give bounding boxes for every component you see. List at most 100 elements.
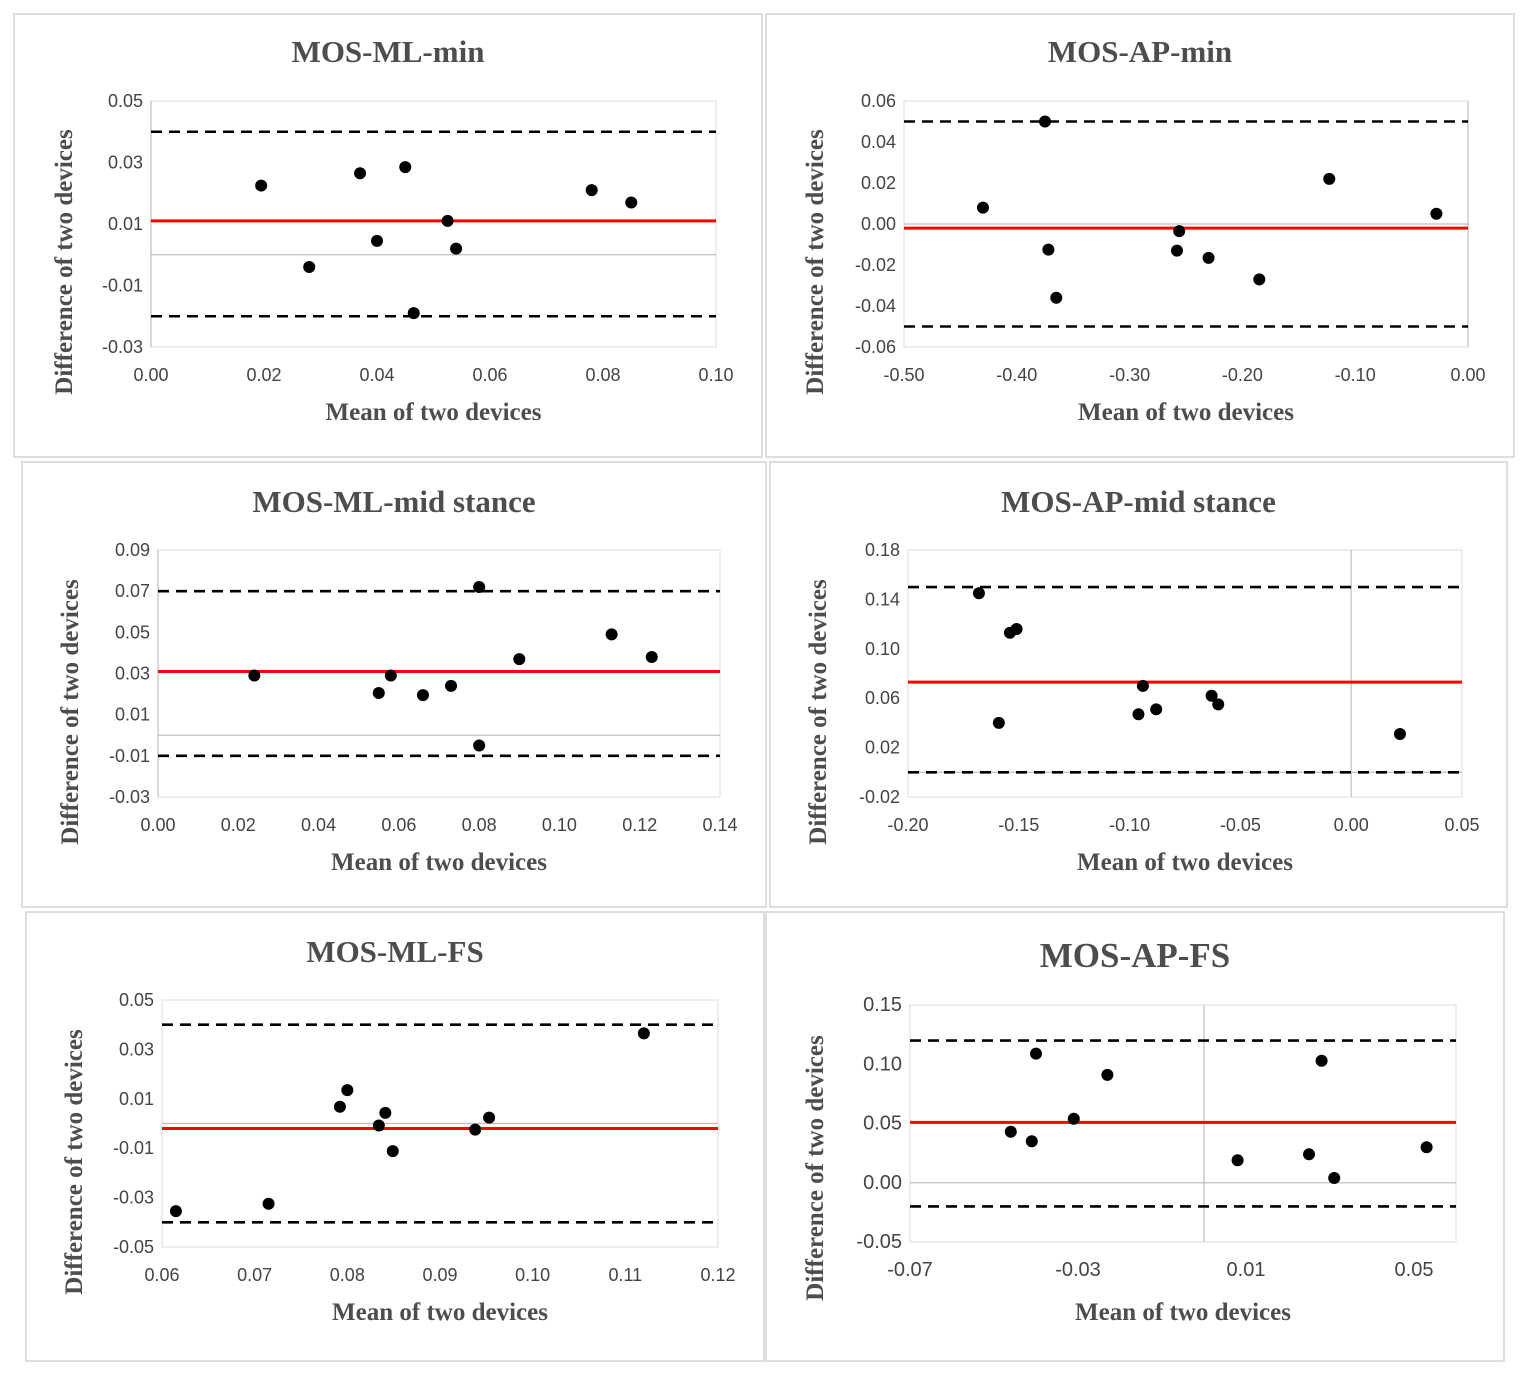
x-tick-label: -0.15 [998, 815, 1039, 835]
x-axis-title: Mean of two devices [1077, 849, 1293, 876]
x-tick-label: -0.40 [996, 365, 1037, 385]
x-tick-label: 0.06 [472, 365, 507, 385]
plot-area [150, 100, 717, 348]
data-point [371, 234, 383, 247]
y-tick-label: -0.04 [855, 296, 896, 316]
y-tick-label: 0.15 [863, 994, 902, 1016]
x-tick-label: -0.10 [1109, 815, 1150, 835]
data-point [1170, 244, 1183, 257]
data-point [1173, 225, 1186, 238]
data-point [972, 587, 985, 600]
y-tick-label: 0.03 [119, 1039, 154, 1059]
panel-border [25, 911, 765, 1362]
data-point [386, 1145, 399, 1158]
y-axis-title: Difference of two devices [802, 1035, 829, 1301]
chart-panel-1: MOS-ML-min 0.05 0.03 0.01 -0.01 -0.03 0.00 0.02… [13, 13, 763, 458]
y-tick-label: -0.02 [855, 255, 896, 275]
chart-title: MOS-AP-mid stance [1001, 484, 1276, 519]
data-point [645, 651, 658, 664]
panel-border [769, 461, 1508, 908]
y-tick-label: 0.05 [119, 990, 154, 1010]
data-point [585, 184, 598, 197]
data-point [303, 261, 316, 274]
x-tick-label: 0.09 [422, 1265, 457, 1285]
data-point [1010, 623, 1023, 636]
x-tick-label: 0.12 [700, 1265, 735, 1285]
data-point [976, 201, 989, 214]
data-point [262, 1197, 275, 1210]
data-point [1205, 689, 1218, 702]
data-point [1030, 1047, 1042, 1060]
x-tick-label: 0.08 [585, 365, 620, 385]
data-point [255, 179, 268, 192]
data-point [1136, 679, 1149, 692]
y-axis-title: Difference of two devices [61, 1029, 88, 1295]
x-axis-title: Mean of two devices [326, 399, 542, 426]
x-tick-label: 0.00 [1334, 815, 1369, 835]
data-point [1150, 703, 1163, 716]
chart-title: MOS-ML-mid stance [252, 484, 535, 519]
chart-panel-5: MOS-ML-FS 0.05 0.03 0.01 -0.01 -0.03 -0.05 0.06… [25, 911, 765, 1362]
data-point [483, 1111, 496, 1124]
chart-title: MOS-AP-min [1048, 34, 1232, 69]
y-tick-label: 0.10 [865, 639, 900, 659]
data-point [399, 161, 412, 174]
data-point [333, 1100, 346, 1113]
y-tick-label: 0.04 [861, 132, 896, 152]
y-tick-label: 0.01 [115, 705, 150, 725]
y-tick-label: 0.18 [865, 540, 900, 560]
data-point [1025, 1135, 1038, 1148]
data-point [992, 716, 1005, 729]
plot-area [157, 549, 721, 798]
x-tick-label: -0.07 [887, 1259, 933, 1281]
x-tick-label: 0.06 [381, 815, 416, 835]
data-point [1101, 1068, 1114, 1081]
y-axis-title: Difference of two devices [57, 579, 84, 845]
x-tick-label: 0.14 [702, 815, 737, 835]
panel-border [765, 13, 1515, 458]
x-tick-label: -0.03 [1055, 1259, 1101, 1281]
y-tick-label: -0.06 [855, 337, 896, 357]
data-point [473, 739, 486, 752]
y-tick-label: 0.00 [861, 214, 896, 234]
data-point [450, 242, 463, 255]
data-point [445, 679, 458, 692]
y-axis-title: Difference of two devices [802, 129, 829, 395]
x-tick-label: 0.06 [144, 1265, 179, 1285]
data-point [248, 669, 261, 682]
data-point [1323, 172, 1336, 185]
data-point [1430, 207, 1443, 220]
x-tick-label: -0.05 [1220, 815, 1261, 835]
y-tick-label: 0.09 [115, 540, 150, 560]
y-tick-label: -0.05 [856, 1231, 902, 1253]
panel-border [765, 911, 1505, 1362]
x-tick-label: 0.01 [1227, 1259, 1266, 1281]
data-point [1042, 243, 1055, 256]
x-axis-title: Mean of two devices [331, 849, 547, 876]
x-tick-label: 0.10 [698, 365, 733, 385]
y-tick-label: -0.01 [109, 746, 150, 766]
x-tick-label: -0.30 [1109, 365, 1150, 385]
y-tick-label: -0.05 [113, 1237, 154, 1257]
data-point [1420, 1141, 1433, 1154]
data-point [1212, 698, 1225, 711]
data-point [1393, 728, 1406, 741]
chart-panel-6: MOS-AP-FS 0.15 0.10 0.05 0.00 -0.05 -0.07 -0.03… [765, 911, 1505, 1362]
x-tick-label: 0.07 [237, 1265, 272, 1285]
y-tick-label: 0.14 [865, 589, 900, 609]
x-tick-label: 0.05 [1444, 815, 1479, 835]
y-tick-label: 0.01 [119, 1089, 154, 1109]
x-tick-label: -0.10 [1335, 365, 1376, 385]
y-tick-label: 0.05 [115, 622, 150, 642]
x-tick-label: 0.04 [359, 365, 394, 385]
chart-panel-3: MOS-ML-mid stance 0.09 0.07 0.05 0.03 0.01 -0.… [21, 461, 767, 908]
data-point [341, 1084, 354, 1097]
x-tick-label: 0.12 [622, 815, 657, 835]
x-tick-label: -0.20 [1222, 365, 1263, 385]
x-tick-label: 0.02 [246, 365, 281, 385]
data-point [513, 653, 526, 666]
data-point [605, 628, 618, 641]
x-tick-label: 0.00 [1450, 365, 1485, 385]
chart-title: MOS-AP-FS [1040, 936, 1231, 975]
